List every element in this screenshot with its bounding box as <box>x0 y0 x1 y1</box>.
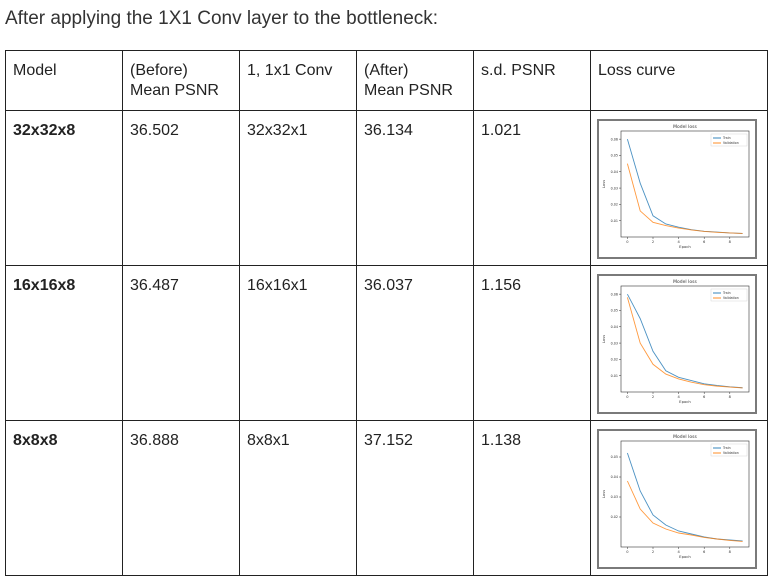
header-loss-line1: Loss curve <box>598 62 676 79</box>
loss-chart-svg: Model loss 0 2 4 6 8 0.01 0.02 0.03 0.04 0.05 0.06 E… <box>601 124 750 249</box>
y-tick-label: 0.06 <box>611 137 618 141</box>
legend-label: Validation <box>723 451 739 455</box>
loss-chart-svg: Model loss 0 2 4 6 8 0.02 0.03 0.04 0.05 Epoch Loss… <box>601 434 750 559</box>
before-psnr-cell: 36.502 <box>122 110 240 266</box>
loss-curve-cell: Model loss 0 2 4 6 8 0.01 0.02 0.03 0.04 0.05 0.06 E… <box>590 110 768 266</box>
x-tick-label: 6 <box>703 395 706 399</box>
header-model: Model <box>5 50 123 111</box>
x-tick-label: 2 <box>652 395 654 399</box>
y-axis-label: Loss <box>601 180 606 188</box>
before-psnr-cell: 36.888 <box>122 420 240 576</box>
y-tick-label: 0.01 <box>611 219 618 223</box>
chart-title: Model loss <box>673 279 697 285</box>
x-axis-label: Epoch <box>679 554 691 559</box>
header-after-line1: (After) <box>364 62 409 79</box>
x-axis-label: Epoch <box>679 399 691 404</box>
header-row: Model (Before) Mean PSNR 1, 1x1 Conv (Aft… <box>5 50 768 111</box>
loss-curve-chart: Model loss 0 2 4 6 8 0.01 0.02 0.03 0.04 0.05 0.06 E… <box>597 274 757 414</box>
header-before-mean-psnr: (Before) Mean PSNR <box>122 50 240 111</box>
header-before-line1: (Before) <box>130 62 188 79</box>
sd-psnr-cell: 1.156 <box>473 265 591 421</box>
y-tick-label: 0.02 <box>611 203 618 207</box>
series-line-train <box>626 139 743 234</box>
x-tick-label: 4 <box>677 240 680 244</box>
chart-title: Model loss <box>673 124 697 130</box>
y-tick-label: 0.03 <box>611 186 618 190</box>
x-tick-label: 8 <box>729 240 732 244</box>
y-tick-label: 0.02 <box>611 358 618 362</box>
legend-label: Validation <box>723 141 739 145</box>
series-line-validation <box>626 297 743 389</box>
header-after-line2: Mean PSNR <box>364 82 453 99</box>
legend-label: Train <box>722 291 731 295</box>
y-tick-label: 0.02 <box>611 515 618 519</box>
y-tick-label: 0.05 <box>611 455 618 459</box>
x-tick-label: 2 <box>652 240 654 244</box>
header-sd-line1: s.d. PSNR <box>481 62 556 79</box>
y-tick-label: 0.04 <box>611 475 618 479</box>
plot-frame <box>620 130 750 238</box>
x-tick-label: 2 <box>652 550 654 554</box>
model-cell: 16x16x8 <box>5 265 123 421</box>
after-psnr-cell: 36.134 <box>356 110 474 266</box>
results-table: Model (Before) Mean PSNR 1, 1x1 Conv (Aft… <box>5 50 768 576</box>
y-tick-label: 0.06 <box>611 292 618 296</box>
table-row: 16x16x8 36.487 16x16x1 36.037 1.156 Mode… <box>5 265 768 421</box>
after-psnr-cell: 37.152 <box>356 420 474 576</box>
y-tick-label: 0.05 <box>611 154 618 158</box>
loss-curve-chart: Model loss 0 2 4 6 8 0.01 0.02 0.03 0.04 0.05 0.06 E… <box>597 119 757 259</box>
legend-label: Train <box>722 446 731 450</box>
y-tick-label: 0.04 <box>611 170 618 174</box>
header-after-mean-psnr: (After) Mean PSNR <box>356 50 474 111</box>
header-conv-line1: 1, 1x1 Conv <box>247 62 333 79</box>
y-tick-label: 0.03 <box>611 495 618 499</box>
y-axis-label: Loss <box>601 335 606 343</box>
sd-psnr-cell: 1.021 <box>473 110 591 266</box>
after-psnr-cell: 36.037 <box>356 265 474 421</box>
loss-curve-cell: Model loss 0 2 4 6 8 0.01 0.02 0.03 0.04 0.05 0.06 E… <box>590 265 768 421</box>
y-tick-label: 0.05 <box>611 309 618 313</box>
series-line-train <box>627 293 743 389</box>
loss-curve-chart: Model loss 0 2 4 6 8 0.02 0.03 0.04 0.05 Epoch Loss… <box>597 429 757 569</box>
chart-title: Model loss <box>673 434 697 440</box>
series-line-train <box>626 452 743 542</box>
y-tick-label: 0.04 <box>611 325 618 329</box>
conv-cell: 16x16x1 <box>239 265 357 421</box>
plot-frame <box>620 440 750 548</box>
x-tick-label: 8 <box>729 550 732 554</box>
y-axis-label: Loss <box>601 490 606 498</box>
x-tick-label: 4 <box>677 550 680 554</box>
x-tick-label: 0 <box>626 395 629 399</box>
x-tick-label: 4 <box>677 395 680 399</box>
legend-label: Train <box>722 136 731 140</box>
table-row: 8x8x8 36.888 8x8x1 37.152 1.138 Model lo… <box>5 420 768 576</box>
header-loss-curve: Loss curve <box>590 50 768 111</box>
y-tick-label: 0.01 <box>611 374 618 378</box>
x-tick-label: 0 <box>626 240 629 244</box>
sd-psnr-cell: 1.138 <box>473 420 591 576</box>
x-tick-label: 6 <box>703 550 706 554</box>
header-sd-psnr: s.d. PSNR <box>473 50 591 111</box>
x-tick-label: 8 <box>729 395 732 399</box>
series-line-validation <box>626 163 743 234</box>
table-row: 32x32x8 36.502 32x32x1 36.134 1.021 Mode… <box>5 110 768 266</box>
loss-chart-svg: Model loss 0 2 4 6 8 0.01 0.02 0.03 0.04 0.05 0.06 E… <box>601 279 750 404</box>
model-cell: 8x8x8 <box>5 420 123 576</box>
header-before-line2: Mean PSNR <box>130 82 219 99</box>
legend-label: Validation <box>723 296 739 300</box>
y-tick-label: 0.03 <box>611 341 618 345</box>
conv-cell: 8x8x1 <box>239 420 357 576</box>
page-heading: After applying the 1X1 Conv layer to the… <box>5 8 439 29</box>
before-psnr-cell: 36.487 <box>122 265 240 421</box>
plot-frame <box>620 285 750 393</box>
header-model-line1: Model <box>13 62 57 79</box>
conv-cell: 32x32x1 <box>239 110 357 266</box>
model-cell: 32x32x8 <box>5 110 123 266</box>
loss-curve-cell: Model loss 0 2 4 6 8 0.02 0.03 0.04 0.05 Epoch Loss… <box>590 420 768 576</box>
x-tick-label: 6 <box>703 240 706 244</box>
header-conv: 1, 1x1 Conv <box>239 50 357 111</box>
series-line-validation <box>626 480 743 542</box>
x-tick-label: 0 <box>626 550 629 554</box>
x-axis-label: Epoch <box>679 244 691 249</box>
